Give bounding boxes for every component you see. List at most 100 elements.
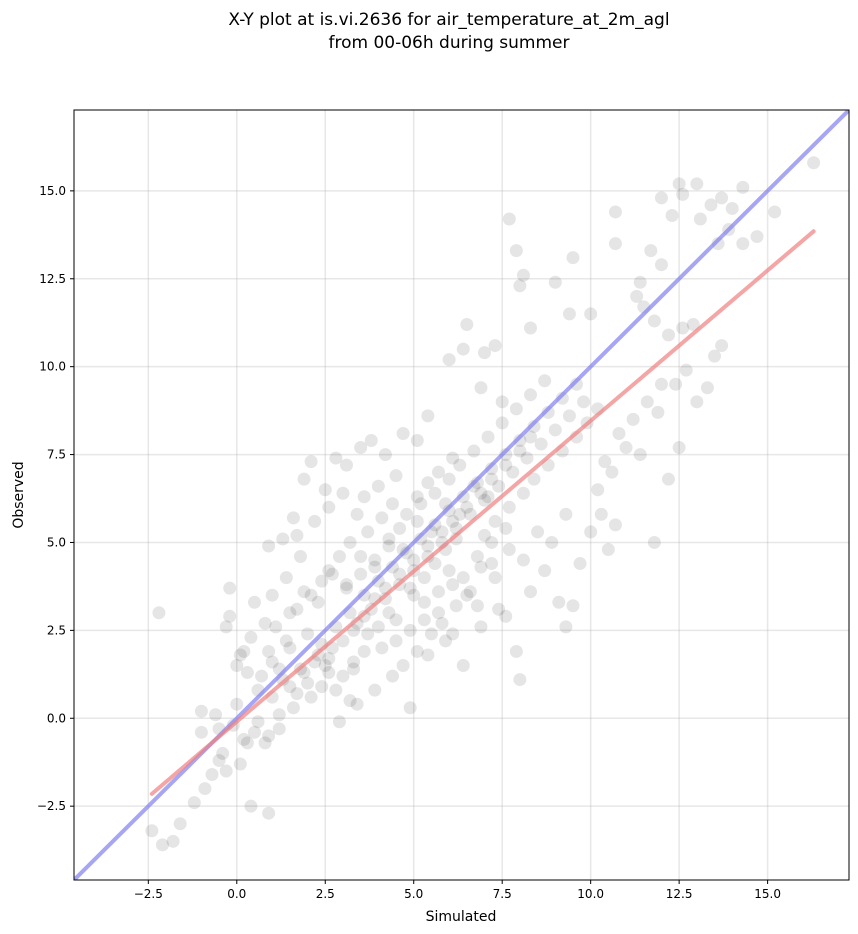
scatter-point — [304, 588, 318, 602]
scatter-point — [400, 546, 414, 560]
scatter-point — [492, 602, 506, 616]
scatter-point — [385, 669, 399, 683]
scatter-point — [421, 648, 435, 662]
scatter-point — [297, 585, 311, 599]
scatter-point — [354, 550, 368, 564]
scatter-point — [584, 307, 598, 321]
scatter-point — [336, 634, 350, 648]
scatter-point — [389, 634, 403, 648]
scatter-point — [446, 627, 460, 641]
scatter-point — [428, 557, 442, 571]
scatter-point — [371, 479, 385, 493]
scatter-point — [198, 782, 212, 796]
scatter-point — [233, 648, 247, 662]
scatter-point — [538, 374, 552, 388]
chart-title-line-1: X-Y plot at is.vi.2636 for air_temperatu… — [228, 10, 669, 30]
scatter-point — [700, 381, 714, 395]
scatter-point — [385, 497, 399, 511]
scatter-point — [693, 212, 707, 226]
scatter-point — [194, 725, 208, 739]
y-tick-label: 12.5 — [39, 272, 66, 286]
scatter-point — [502, 542, 516, 556]
scatter-point — [371, 620, 385, 634]
scatter-point — [647, 314, 661, 328]
scatter-point — [435, 616, 449, 630]
scatter-point — [212, 753, 226, 767]
scatter-point — [166, 834, 180, 848]
scatter-point — [343, 535, 357, 549]
scatter-point — [237, 732, 251, 746]
scatter-point — [676, 187, 690, 201]
chart-title-line-2: from 00-06h during summer — [329, 33, 570, 53]
scatter-point — [378, 448, 392, 462]
scatter-point — [513, 279, 527, 293]
scatter-point — [431, 585, 445, 599]
scatter-point — [736, 237, 750, 251]
scatter-point — [403, 581, 417, 595]
scatter-point — [347, 662, 361, 676]
scatter-point — [768, 205, 782, 219]
scatter-point — [428, 486, 442, 500]
scatter-point — [407, 588, 421, 602]
scatter-point — [524, 321, 538, 335]
scatter-point — [265, 655, 279, 669]
scatter-point — [293, 550, 307, 564]
scatter-point — [396, 542, 410, 556]
scatter-point — [223, 581, 237, 595]
scatter-point — [297, 472, 311, 486]
scatter-point — [368, 560, 382, 574]
scatter-point — [410, 490, 424, 504]
scatter-point — [708, 349, 722, 363]
scatter-point — [332, 715, 346, 729]
scatter-point — [520, 451, 534, 465]
scatter-point — [216, 746, 230, 760]
scatter-point — [478, 528, 492, 542]
scatter-point — [644, 244, 658, 258]
x-tick-label: 10.0 — [577, 887, 604, 901]
scatter-point — [339, 581, 353, 595]
scatter-point — [584, 525, 598, 539]
scatter-point — [619, 441, 633, 455]
scatter-point — [262, 806, 276, 820]
scatter-point — [350, 507, 364, 521]
scatter-point — [442, 564, 456, 578]
scatter-point — [665, 208, 679, 222]
scatter-point — [276, 532, 290, 546]
scatter-point — [389, 613, 403, 627]
scatter-point — [389, 469, 403, 483]
scatter-point — [194, 704, 208, 718]
scatter-point — [361, 525, 375, 539]
scatter-point — [396, 426, 410, 440]
scatter-point — [690, 395, 704, 409]
scatter-point — [516, 268, 530, 282]
scatter-point — [233, 757, 247, 771]
scatter-point — [672, 441, 686, 455]
scatter-point — [463, 585, 477, 599]
scatter-point — [562, 409, 576, 423]
scatter-point — [357, 490, 371, 504]
scatter-point — [509, 402, 523, 416]
scatter-point — [711, 237, 725, 251]
scatter-point — [640, 395, 654, 409]
scatter-point — [240, 666, 254, 680]
scatter-point — [428, 518, 442, 532]
scatter-point — [485, 535, 499, 549]
scatter-point — [283, 680, 297, 694]
scatter-point — [527, 472, 541, 486]
scatter-point — [339, 458, 353, 472]
y-tick-label: 10.0 — [39, 360, 66, 374]
scatter-point — [456, 342, 470, 356]
scatter-point — [545, 535, 559, 549]
scatter-point — [559, 620, 573, 634]
scatter-point — [633, 448, 647, 462]
scatter-point — [347, 655, 361, 669]
scatter-point — [396, 659, 410, 673]
scatter-point — [290, 602, 304, 616]
scatter-point — [279, 571, 293, 585]
scatter-point — [460, 588, 474, 602]
scatter-point — [417, 571, 431, 585]
scatter-point — [421, 476, 435, 490]
scatter-point — [601, 542, 615, 556]
scatter-point — [329, 683, 343, 697]
